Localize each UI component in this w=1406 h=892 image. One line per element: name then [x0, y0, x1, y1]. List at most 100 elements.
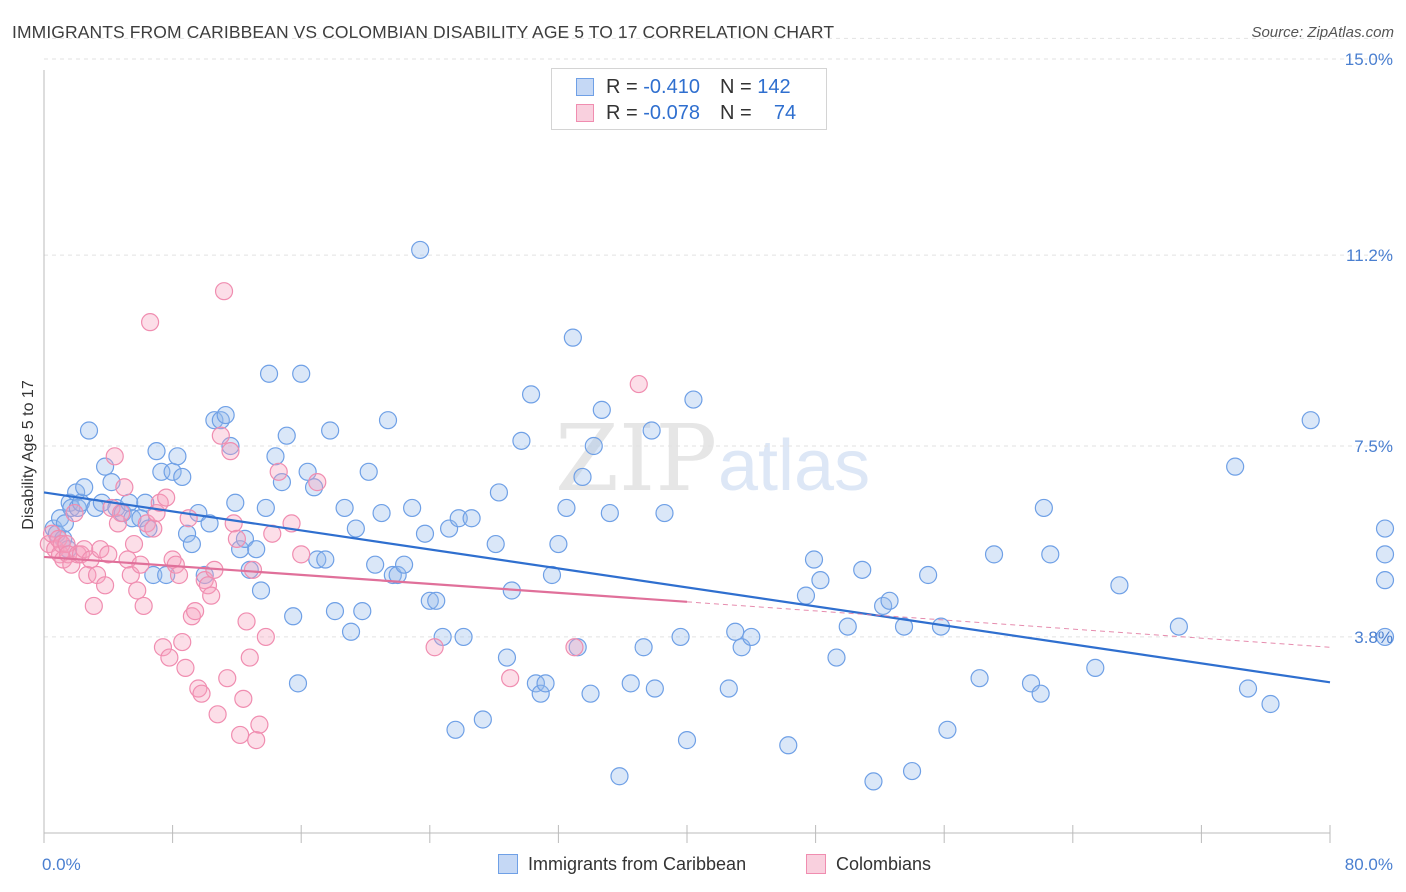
data-point-caribbean	[205, 411, 224, 430]
data-point-caribbean	[411, 240, 430, 260]
data-point-colombians	[163, 550, 182, 569]
data-point-caribbean	[584, 436, 603, 456]
data-point-caribbean	[316, 550, 335, 569]
watermark-zip: ZIP	[555, 405, 717, 512]
data-point-colombians	[112, 503, 131, 523]
data-point-caribbean	[147, 442, 166, 461]
bottom-legend-caribbean: Immigrants from Caribbean	[498, 852, 746, 876]
data-point-colombians	[208, 705, 227, 724]
data-point-caribbean	[177, 524, 197, 543]
data-point-caribbean	[838, 617, 857, 636]
data-point-colombians	[308, 473, 327, 492]
data-point-caribbean	[864, 772, 883, 791]
watermark: ZIP atlas	[555, 405, 870, 512]
data-point-caribbean	[536, 674, 555, 693]
data-point-colombians	[211, 426, 230, 445]
tick-labels: 3.8% 7.5% 11.2% 15.0% 0.0% 80.0%	[42, 50, 1393, 874]
data-point-colombians	[186, 602, 205, 621]
legend-row-colombians: R = -0.078 N = 74	[576, 101, 796, 125]
data-point-caribbean	[247, 540, 266, 559]
data-point-colombians	[269, 462, 288, 481]
data-point-colombians	[202, 586, 221, 605]
data-point-caribbean	[216, 405, 235, 425]
data-point-caribbean	[383, 565, 402, 585]
series-caribbean-points	[44, 240, 1395, 791]
data-point-colombians	[169, 565, 189, 585]
data-point-caribbean	[266, 447, 285, 466]
data-point-colombians	[176, 658, 195, 677]
data-point-colombians	[105, 447, 124, 466]
data-point-colombians	[153, 638, 173, 657]
data-point-caribbean	[284, 607, 303, 626]
data-point-caribbean	[292, 364, 311, 383]
data-point-caribbean	[557, 498, 576, 518]
data-point-caribbean	[1086, 658, 1105, 677]
data-point-caribbean	[200, 514, 219, 533]
data-point-colombians	[237, 612, 256, 631]
data-point-caribbean	[1375, 545, 1395, 564]
data-point-caribbean	[1261, 694, 1280, 714]
axes	[43, 70, 1331, 843]
data-point-caribbean	[719, 679, 738, 698]
data-point-caribbean	[827, 648, 846, 667]
data-point-caribbean	[811, 571, 830, 590]
data-point-caribbean	[394, 555, 414, 574]
data-point-caribbean	[1301, 411, 1320, 430]
data-point-caribbean	[1041, 545, 1060, 564]
data-point-colombians	[173, 632, 192, 652]
data-point-caribbean	[251, 581, 271, 600]
data-point-colombians	[292, 545, 311, 564]
data-point-caribbean	[531, 684, 550, 703]
data-point-caribbean	[919, 565, 938, 585]
data-point-caribbean	[144, 565, 163, 585]
grid-lines	[44, 37, 1392, 638]
data-point-caribbean	[1375, 519, 1395, 538]
data-point-caribbean	[581, 684, 600, 703]
data-point-caribbean	[415, 524, 435, 543]
y-tick-label: 7.5%	[1354, 437, 1393, 456]
data-point-caribbean	[335, 498, 354, 518]
data-point-colombians	[128, 581, 147, 600]
bottom-legend-colombians: Colombians	[806, 852, 931, 876]
data-point-colombians	[140, 313, 160, 332]
data-point-caribbean	[1238, 679, 1258, 698]
legend-swatch-blue	[576, 78, 594, 96]
data-point-caribbean	[366, 555, 385, 574]
data-point-colombians	[84, 596, 103, 616]
data-point-colombians	[192, 684, 211, 703]
data-point-caribbean	[403, 498, 422, 518]
legend-n-label: N =	[719, 101, 752, 124]
data-point-colombians	[144, 519, 163, 538]
data-point-colombians	[218, 669, 237, 688]
data-point-caribbean	[446, 720, 465, 739]
data-point-caribbean	[388, 565, 407, 585]
data-point-caribbean	[353, 602, 372, 621]
data-point-colombians	[189, 679, 208, 698]
data-point-caribbean	[378, 411, 398, 430]
data-point-caribbean	[1169, 617, 1188, 636]
trend-lines	[43, 491, 1331, 684]
data-point-caribbean	[454, 627, 473, 647]
data-point-caribbean	[970, 669, 989, 688]
data-point-caribbean	[880, 591, 899, 610]
data-point-colombians	[250, 715, 269, 734]
data-point-colombians	[565, 638, 584, 657]
data-point-caribbean	[321, 421, 340, 440]
data-point-colombians	[224, 514, 243, 533]
bottom-legend-swatch-blue	[498, 854, 518, 874]
data-point-colombians	[256, 627, 275, 647]
chart-title: IMMIGRANTS FROM CARIBBEAN VS COLOMBIAN D…	[12, 22, 835, 42]
y-tick-label: 3.8%	[1354, 628, 1393, 647]
data-point-caribbean	[211, 411, 230, 430]
data-point-caribbean	[1031, 684, 1050, 703]
data-point-colombians	[182, 607, 201, 626]
data-point-caribbean	[642, 421, 661, 440]
data-point-colombians	[108, 514, 128, 533]
data-point-caribbean	[1375, 627, 1395, 647]
data-point-caribbean	[346, 519, 365, 538]
data-point-caribbean	[226, 493, 245, 512]
data-point-caribbean	[420, 591, 439, 610]
data-point-caribbean	[563, 328, 582, 347]
data-point-caribbean	[427, 591, 446, 610]
legend-r-label: R =	[606, 101, 638, 124]
